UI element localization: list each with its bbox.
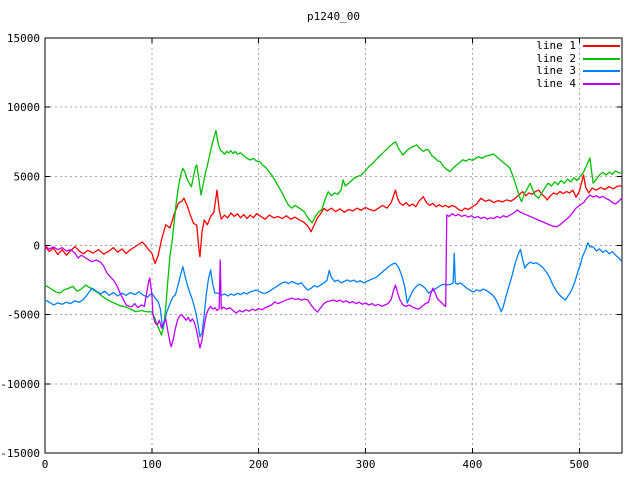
legend-label: line 4 [536, 76, 576, 90]
x-tick-label: 100 [142, 458, 162, 471]
y-tick-label: -15000 [0, 447, 40, 460]
series-line-4 [44, 194, 623, 349]
legend-item-line-2: line 2 [536, 51, 620, 66]
legend-item-line-3: line 3 [536, 64, 620, 78]
series-line-3 [44, 242, 623, 338]
chart-title: p1240_00 [307, 10, 360, 23]
axis-ticks [44, 37, 622, 454]
x-tick-label: 200 [249, 458, 269, 471]
legend-line-sample [583, 70, 620, 73]
y-tick-label: -5000 [7, 309, 40, 322]
y-tick-label: 15000 [7, 32, 40, 45]
y-axis-labels: -15000 -10000 -5000 0 5000 10000 15000 [0, 32, 40, 460]
legend-label: line 3 [536, 64, 576, 77]
legend-line-sample [583, 82, 620, 85]
x-tick-label: 500 [569, 458, 589, 471]
x-axis-labels: 0 100 200 300 400 500 [42, 458, 590, 471]
x-tick-label: 300 [356, 458, 376, 471]
y-tick-label: 5000 [14, 170, 41, 183]
series-line-2 [44, 130, 622, 336]
legend: line 1 line 2 line 3 line 4 [536, 39, 620, 91]
y-tick-label: 10000 [7, 101, 40, 114]
legend-label: line 1 [536, 39, 576, 52]
series-line-1 [44, 174, 622, 265]
legend-label: line 2 [536, 51, 576, 65]
x-tick-label: 400 [462, 458, 482, 471]
x-tick-label: 0 [42, 458, 49, 471]
grid [45, 38, 622, 453]
y-tick-label: -10000 [0, 378, 40, 391]
legend-item-line-1: line 1 [536, 39, 620, 53]
y-tick-label: 0 [33, 240, 40, 253]
legend-line-sample [583, 45, 620, 48]
legend-line-sample [583, 57, 620, 60]
legend-item-line-4: line 4 [536, 76, 620, 91]
